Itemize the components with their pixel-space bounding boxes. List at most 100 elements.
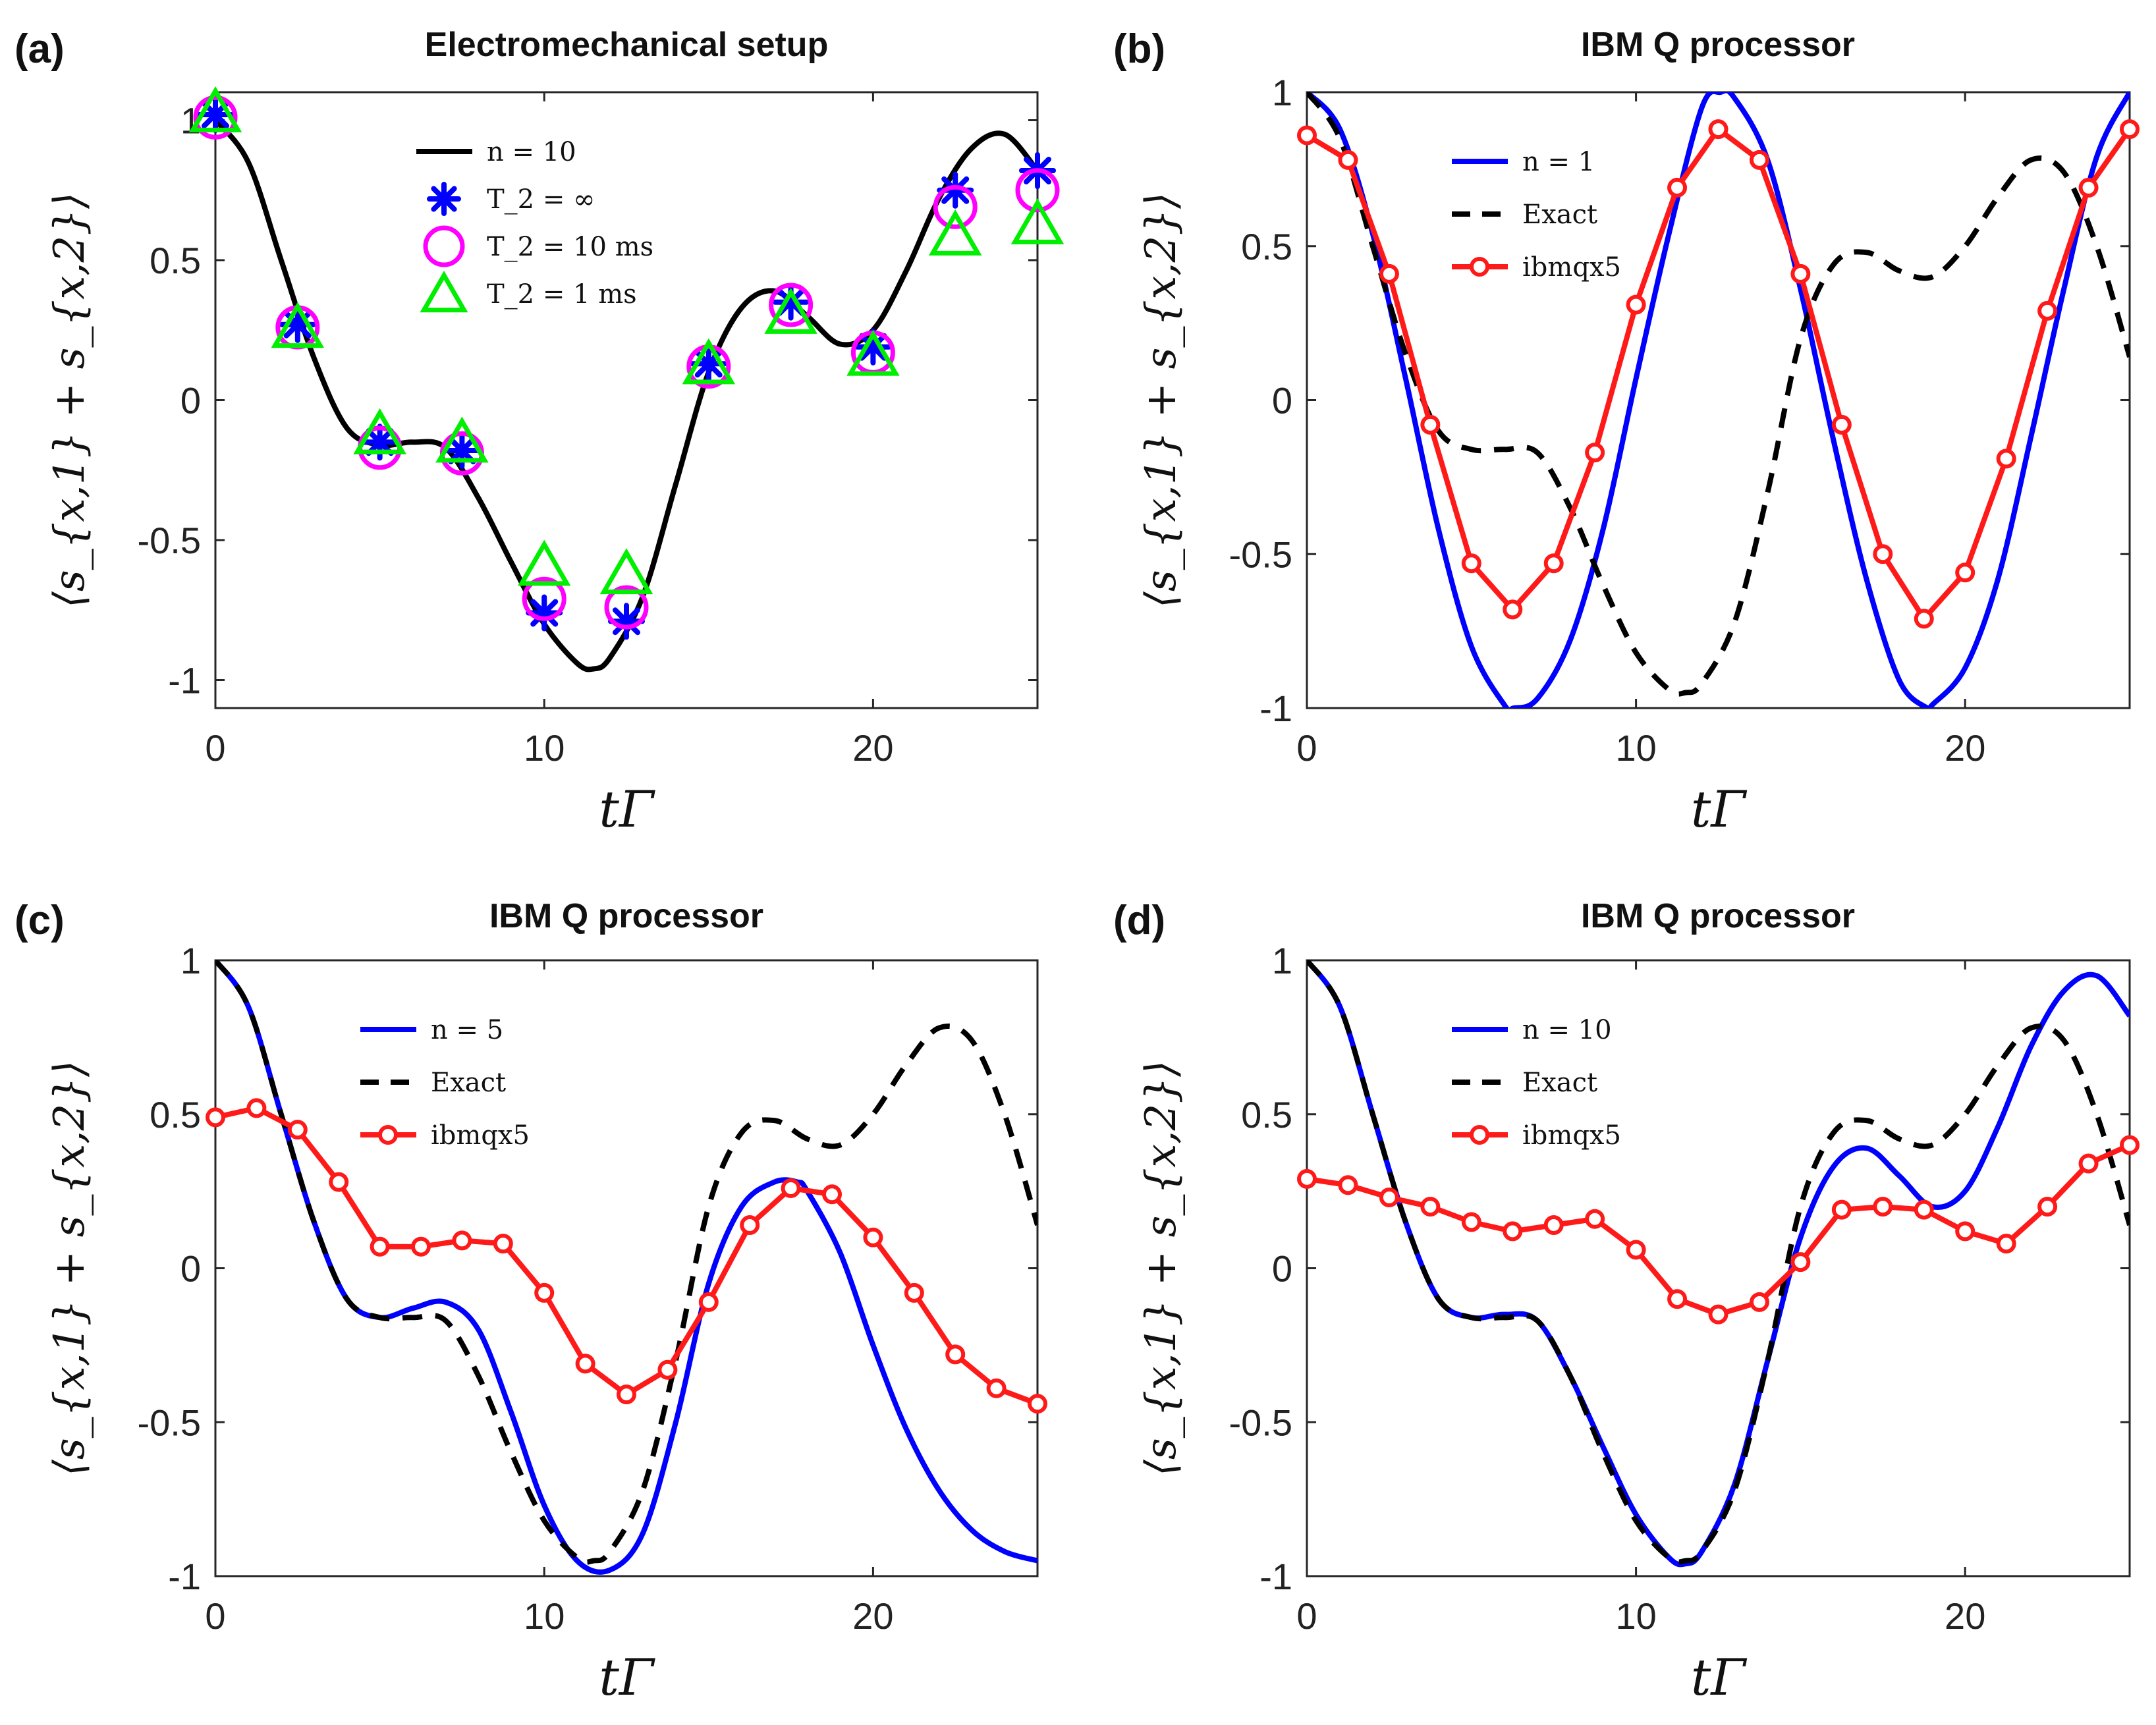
data-point-triangle bbox=[271, 302, 325, 348]
data-point-circle bbox=[1626, 1240, 1646, 1260]
data-point-circle bbox=[604, 585, 649, 630]
legend: n = 10 T_2 = ∞ T_2 = 10 ms T_2 = 1 ms bbox=[416, 137, 653, 313]
data-point-circle bbox=[1015, 168, 1060, 213]
panel-title: IBM Q processor bbox=[489, 897, 763, 935]
y-tick-label: 1 bbox=[1272, 940, 1292, 981]
y-tick-label: 0.5 bbox=[1241, 1094, 1292, 1136]
x-axis-label: tΓ bbox=[599, 780, 655, 838]
y-tick-label: 0.5 bbox=[1241, 226, 1292, 267]
data-point-circle bbox=[1461, 1212, 1481, 1232]
data-point-circle bbox=[1708, 119, 1728, 140]
data-point-star bbox=[690, 345, 727, 383]
data-point-circle bbox=[1914, 1199, 1934, 1220]
y-tick-label: 1 bbox=[1272, 72, 1292, 113]
data-point-star bbox=[772, 283, 810, 321]
data-point-circle bbox=[193, 95, 238, 140]
data-point-circle bbox=[1831, 1199, 1852, 1220]
x-tick-label: 0 bbox=[1296, 727, 1317, 769]
data-point-circle bbox=[1543, 553, 1564, 574]
x-tick-label: 10 bbox=[524, 1595, 565, 1637]
data-point-circle bbox=[1790, 263, 1811, 284]
y-tick-label: 0 bbox=[180, 1248, 201, 1290]
markers bbox=[1297, 119, 2140, 629]
data-point-circle bbox=[1503, 599, 1523, 620]
panel-title: Electromechanical setup bbox=[425, 26, 829, 64]
legend-label: Exact bbox=[1522, 1068, 1597, 1098]
data-point-triangle bbox=[353, 408, 406, 454]
data-point-circle bbox=[1379, 1187, 1399, 1207]
data-point-star bbox=[443, 432, 481, 469]
x-tick-label: 0 bbox=[205, 727, 225, 769]
legend-swatch-circle bbox=[1470, 1125, 1489, 1145]
legend-label: Exact bbox=[431, 1068, 506, 1098]
legend-label: n = 10 bbox=[1522, 1015, 1612, 1045]
data-point-circle bbox=[452, 1230, 472, 1251]
series-line-dashed bbox=[1307, 92, 2130, 697]
data-point-circle bbox=[933, 184, 978, 229]
data-point-circle bbox=[1996, 1234, 2016, 1254]
y-tick-label: -0.5 bbox=[1229, 1402, 1293, 1443]
data-point-circle bbox=[1420, 1197, 1441, 1217]
data-point-circle bbox=[657, 1359, 678, 1380]
markers bbox=[1297, 1135, 2140, 1325]
legend-label: Exact bbox=[1522, 200, 1597, 230]
data-point-star bbox=[526, 594, 563, 632]
data-point-circle bbox=[1543, 1215, 1564, 1236]
data-point-circle bbox=[1297, 125, 1317, 146]
data-point-circle bbox=[1585, 1209, 1605, 1229]
y-tick-label: 0 bbox=[1272, 380, 1292, 422]
markers bbox=[188, 86, 1064, 640]
data-point-circle bbox=[1955, 562, 1976, 583]
y-tick-label: 0 bbox=[180, 380, 201, 422]
data-point-circle bbox=[617, 1384, 636, 1405]
data-point-circle bbox=[1338, 150, 1358, 170]
legend-swatch-triangle bbox=[420, 270, 468, 313]
data-point-circle bbox=[1667, 1289, 1688, 1309]
x-tick-label: 10 bbox=[524, 727, 565, 769]
panel-label: (a) bbox=[14, 26, 65, 72]
legend-label: T_2 = ∞ bbox=[487, 184, 595, 215]
legend-label: n = 10 bbox=[487, 137, 576, 167]
y-tick-label: -1 bbox=[168, 1556, 201, 1597]
series-line-dashed bbox=[215, 960, 1037, 1565]
data-point-circle bbox=[370, 1236, 390, 1257]
y-tick-label: -0.5 bbox=[138, 1402, 202, 1443]
panel-label: (d) bbox=[1113, 898, 1165, 943]
data-point-star bbox=[427, 182, 461, 216]
data-point-circle bbox=[1914, 609, 1934, 629]
y-tick-label: 0 bbox=[1272, 1248, 1292, 1290]
x-tick-label: 20 bbox=[852, 727, 893, 769]
data-point-triangle bbox=[928, 209, 982, 256]
data-point-circle bbox=[698, 1292, 719, 1312]
y-tick-label: -1 bbox=[1259, 688, 1292, 729]
data-point-star bbox=[937, 171, 974, 209]
legend-label: ibmqx5 bbox=[431, 1120, 530, 1151]
x-axis-label: tΓ bbox=[599, 1648, 655, 1707]
series-line-solid bbox=[1307, 92, 2130, 708]
x-axis-label: tΓ bbox=[1691, 1648, 1748, 1707]
y-tick-label: 0.5 bbox=[150, 240, 201, 281]
data-point-circle bbox=[1461, 553, 1481, 574]
data-point-circle bbox=[986, 1378, 1007, 1398]
panel-label: (c) bbox=[14, 898, 65, 943]
legend-label: n = 5 bbox=[431, 1015, 503, 1045]
x-tick-label: 0 bbox=[1296, 1595, 1317, 1637]
data-point-circle bbox=[1503, 1221, 1523, 1242]
data-point-circle bbox=[493, 1234, 513, 1254]
data-point-circle bbox=[1667, 177, 1688, 198]
data-point-circle bbox=[575, 1354, 595, 1374]
legend-swatch-circle bbox=[423, 225, 465, 267]
data-point-triangle bbox=[435, 416, 489, 463]
data-point-circle bbox=[945, 1344, 966, 1365]
y-axis-label: ⟨s_{x,1} + s_{x,2}⟩ bbox=[1137, 192, 1186, 608]
data-point-circle bbox=[1420, 414, 1441, 435]
data-point-star bbox=[197, 96, 234, 133]
data-point-triangle bbox=[599, 548, 653, 595]
data-point-star bbox=[279, 306, 316, 343]
data-point-circle bbox=[769, 283, 814, 327]
data-point-circle bbox=[411, 1236, 431, 1257]
x-tick-label: 20 bbox=[1945, 727, 1985, 769]
data-point-triangle bbox=[1010, 198, 1064, 244]
data-point-star bbox=[854, 328, 892, 366]
